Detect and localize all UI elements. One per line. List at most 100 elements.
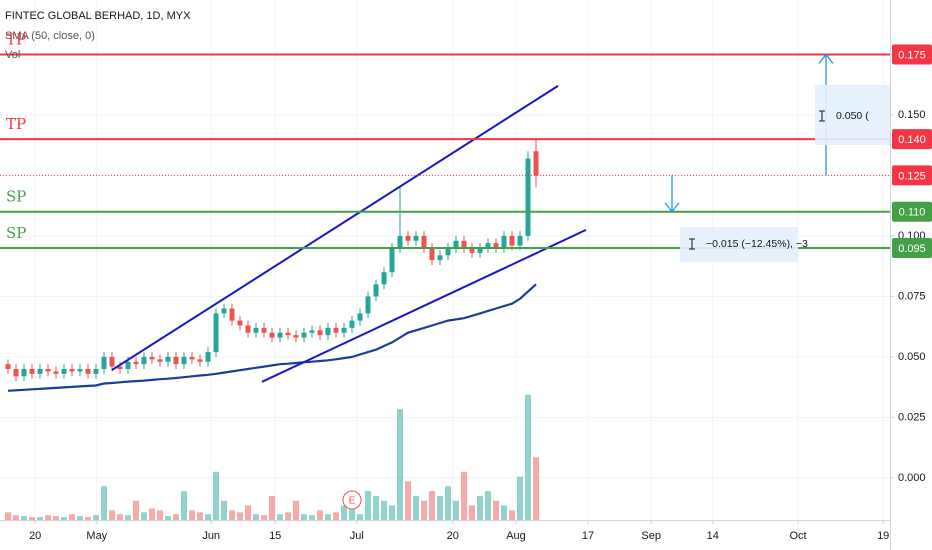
candle-body — [493, 243, 499, 249]
candle-body — [413, 235, 419, 241]
y-tick-label: 0.050 — [898, 351, 926, 363]
candle-body — [157, 359, 163, 362]
volume-bar — [269, 495, 275, 520]
volume-bar — [525, 394, 531, 520]
candle-body — [125, 361, 131, 370]
volume-bar — [301, 514, 307, 520]
x-tick-label: 17 — [582, 530, 594, 542]
candle-body — [85, 369, 91, 374]
volume-bar — [349, 508, 355, 520]
candle-body — [453, 240, 459, 249]
candle-body — [397, 235, 403, 249]
candle-body — [109, 356, 115, 367]
candle-body — [485, 243, 491, 249]
candle-body — [165, 356, 171, 362]
volume-bar — [237, 512, 243, 520]
trendline — [261, 228, 587, 383]
candle-body — [301, 332, 307, 338]
volume-bar — [501, 505, 507, 520]
volume-bar — [429, 491, 435, 520]
candle-body — [509, 235, 515, 246]
candle-body — [29, 369, 35, 374]
candle-body — [181, 356, 187, 365]
sma-line — [7, 283, 537, 392]
volume-bar — [517, 476, 523, 520]
volume-bar — [181, 491, 187, 520]
price-tag-label: 0.125 — [898, 170, 926, 182]
volume-bar — [53, 516, 59, 520]
volume-bar — [277, 514, 283, 520]
arrow-head — [664, 202, 680, 213]
volume-bar — [341, 505, 347, 520]
volume-bar — [325, 514, 331, 520]
price-tag — [892, 238, 932, 259]
candle-body — [421, 235, 427, 249]
candle-body — [101, 356, 107, 370]
price-tag — [892, 129, 932, 150]
volume-bar — [261, 515, 267, 520]
volume-bar — [141, 512, 147, 520]
candle-body — [437, 255, 443, 261]
volume-bar — [165, 516, 171, 520]
volume-bar — [133, 500, 139, 520]
volume-bar — [101, 486, 107, 520]
x-tick-label: Jun — [202, 530, 220, 542]
volume-bar — [485, 491, 491, 520]
volume-bar — [125, 515, 131, 520]
measure-box — [815, 85, 890, 145]
candle-body — [77, 369, 83, 372]
candle-body — [373, 284, 379, 297]
candle-body — [173, 356, 179, 365]
candle-body — [261, 327, 267, 333]
candle-body — [21, 369, 27, 377]
volume-bar — [477, 495, 483, 520]
event-label: E — [349, 496, 356, 507]
candle-body — [365, 296, 371, 314]
price-tag-label: 0.110 — [899, 207, 926, 219]
volume-bar — [253, 514, 259, 520]
candle-body — [93, 369, 99, 374]
candle-body — [237, 320, 243, 326]
volume-bar — [493, 500, 499, 520]
volume-bar — [437, 495, 443, 520]
measure-icon — [819, 110, 825, 122]
volume-bar — [365, 491, 371, 520]
candle-body — [37, 369, 43, 374]
candle-body — [317, 330, 323, 336]
price-tag-label: 0.175 — [898, 49, 926, 61]
candle-body — [285, 332, 291, 336]
volume-bar — [69, 514, 75, 520]
candle-body — [69, 369, 75, 372]
candle-body — [389, 248, 395, 273]
indicator-label: SMA (50, close, 0) — [5, 30, 95, 42]
chart-title: FINTEC GLOBAL BERHAD, 1D, MYX — [5, 10, 191, 22]
volume-bar — [61, 517, 67, 520]
y-tick-label: 0.150 — [898, 109, 926, 121]
candle-body — [501, 235, 507, 249]
volume-bar — [381, 500, 387, 520]
measure-icon — [689, 238, 695, 250]
candle-body — [221, 308, 227, 314]
candle-body — [525, 158, 531, 236]
candle-body — [309, 330, 315, 333]
level-name: SP — [6, 188, 26, 206]
volume-bar — [389, 505, 395, 520]
trendline — [111, 85, 559, 371]
measure-label: −0.015 (−12.45%), −3 — [706, 238, 808, 250]
plot-area: 0.050 (−0.015 (−12.45%), −3 E — [0, 53, 890, 520]
candle-body — [205, 352, 211, 362]
volume-bar — [157, 510, 163, 520]
volume-bar — [221, 500, 227, 520]
volume-bar — [13, 515, 19, 520]
candle-body — [245, 325, 251, 333]
candle-body — [357, 313, 363, 321]
volume-bar — [117, 514, 123, 520]
volume-bar — [93, 515, 99, 520]
volume-bar — [21, 516, 27, 520]
volume-label: Vol — [5, 49, 20, 61]
volume-bar — [229, 510, 235, 520]
x-tick-label: 19 — [877, 530, 889, 542]
volume-bar — [109, 510, 115, 520]
